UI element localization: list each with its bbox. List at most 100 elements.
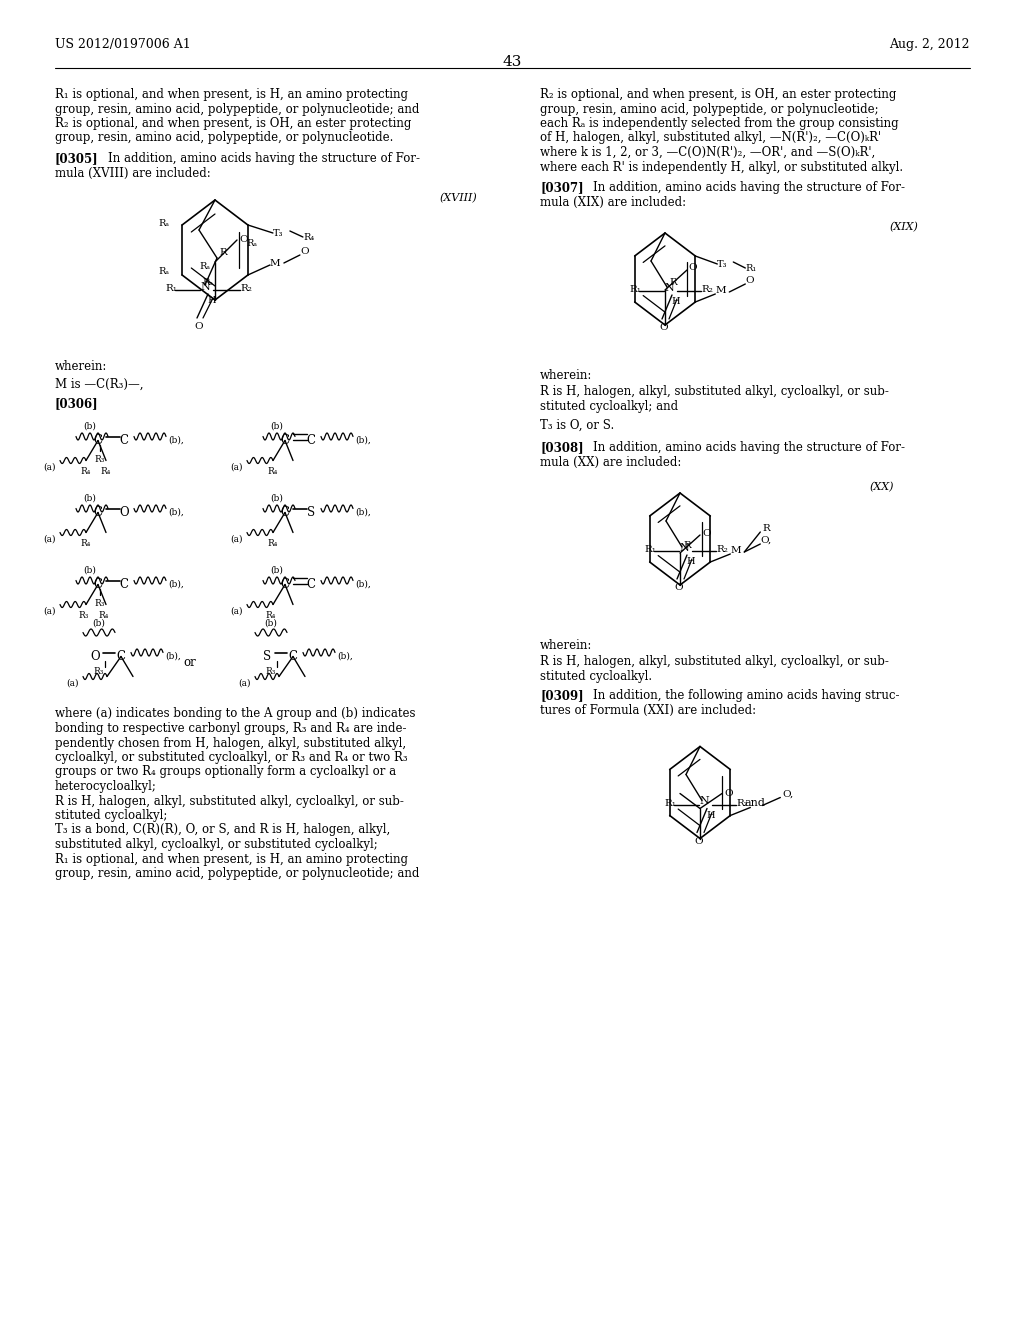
Text: (a): (a)	[67, 678, 79, 688]
Text: In addition, amino acids having the structure of For-: In addition, amino acids having the stru…	[593, 441, 905, 454]
Text: each Rₐ is independently selected from the group consisting: each Rₐ is independently selected from t…	[540, 117, 899, 129]
Text: R: R	[669, 279, 677, 286]
Text: (a): (a)	[43, 535, 56, 544]
Text: group, resin, amino acid, polypeptide, or polynucleotide; and: group, resin, amino acid, polypeptide, o…	[55, 103, 420, 116]
Text: mula (XIX) are included:: mula (XIX) are included:	[540, 195, 686, 209]
Text: [0309]: [0309]	[540, 689, 584, 702]
Text: wherein:: wherein:	[540, 370, 592, 381]
Text: O: O	[745, 276, 754, 285]
Text: R is H, halogen, alkyl, substituted alkyl, cycloalkyl, or sub-: R is H, halogen, alkyl, substituted alky…	[55, 795, 403, 808]
Text: mula (XVIII) are included:: mula (XVIII) are included:	[55, 166, 211, 180]
Text: O: O	[659, 323, 669, 333]
Text: stituted cycloalkyl.: stituted cycloalkyl.	[540, 671, 652, 682]
Text: C: C	[289, 649, 298, 663]
Text: M: M	[730, 546, 741, 554]
Text: group, resin, amino acid, polypeptide, or polynucleotide.: group, resin, amino acid, polypeptide, o…	[55, 132, 393, 144]
Text: (b): (b)	[84, 494, 96, 503]
Text: of H, halogen, alkyl, substituted alkyl, —N(R')₂, —C(O)ₖR': of H, halogen, alkyl, substituted alkyl,…	[540, 132, 881, 144]
Text: (a): (a)	[43, 606, 56, 615]
Text: [0308]: [0308]	[540, 441, 584, 454]
Text: C: C	[93, 506, 102, 519]
Text: (b): (b)	[92, 619, 105, 627]
Text: R₃: R₃	[266, 667, 276, 676]
Text: C: C	[93, 434, 102, 447]
Text: (b),: (b),	[337, 652, 352, 661]
Text: R₄: R₄	[268, 539, 279, 548]
Text: R₁: R₁	[165, 284, 177, 293]
Text: (b),: (b),	[168, 436, 183, 445]
Text: R₃: R₃	[95, 598, 105, 607]
Text: tures of Formula (XXI) are included:: tures of Formula (XXI) are included:	[540, 704, 756, 717]
Text: R₃: R₃	[79, 610, 89, 619]
Text: (b): (b)	[270, 494, 284, 503]
Text: O: O	[195, 322, 204, 331]
Text: (XIX): (XIX)	[890, 222, 919, 232]
Text: (a): (a)	[239, 678, 251, 688]
Text: R₂: R₂	[701, 285, 713, 294]
Text: (a): (a)	[43, 462, 56, 471]
Text: and: and	[744, 797, 765, 808]
Text: (a): (a)	[230, 606, 243, 615]
Text: substituted alkyl, cycloalkyl, or substituted cycloalkyl;: substituted alkyl, cycloalkyl, or substi…	[55, 838, 378, 851]
Text: R₂: R₂	[716, 545, 728, 554]
Text: C: C	[93, 578, 102, 591]
Text: where each R' is independently H, alkyl, or substituted alkyl.: where each R' is independently H, alkyl,…	[540, 161, 903, 173]
Text: O: O	[675, 583, 683, 591]
Text: O: O	[694, 837, 703, 846]
Text: S: S	[307, 506, 315, 519]
Text: R₃: R₃	[94, 667, 104, 676]
Text: R₂: R₂	[736, 799, 748, 808]
Text: (b),: (b),	[168, 579, 183, 589]
Text: (XVIII): (XVIII)	[440, 193, 478, 203]
Text: C: C	[120, 578, 128, 591]
Text: mula (XX) are included:: mula (XX) are included:	[540, 455, 681, 469]
Text: O: O	[724, 788, 732, 797]
Text: R₁: R₁	[629, 285, 641, 294]
Text: O: O	[119, 506, 129, 519]
Text: N: N	[664, 282, 674, 293]
Text: (b),: (b),	[355, 508, 371, 517]
Text: N: N	[200, 282, 210, 292]
Text: or: or	[183, 656, 196, 669]
Text: bonding to respective carbonyl groups, R₃ and R₄ are inde-: bonding to respective carbonyl groups, R…	[55, 722, 407, 735]
Text: R: R	[762, 524, 770, 533]
Text: pendently chosen from H, halogen, alkyl, substituted alkyl,: pendently chosen from H, halogen, alkyl,…	[55, 737, 407, 750]
Text: H: H	[686, 557, 694, 566]
Text: (b),: (b),	[165, 652, 181, 661]
Text: O: O	[239, 235, 248, 244]
Text: R is H, halogen, alkyl, substituted alkyl, cycloalkyl, or sub-: R is H, halogen, alkyl, substituted alky…	[540, 385, 889, 399]
Text: H: H	[706, 810, 715, 820]
Text: M is —C(R₃)—,: M is —C(R₃)—,	[55, 378, 143, 391]
Text: wherein:: wherein:	[540, 639, 592, 652]
Text: C: C	[281, 506, 290, 519]
Text: R₂ is optional, and when present, is OH, an ester protecting: R₂ is optional, and when present, is OH,…	[55, 117, 412, 129]
Text: (XX): (XX)	[870, 482, 895, 492]
Text: [0307]: [0307]	[540, 181, 584, 194]
Text: C: C	[120, 434, 128, 447]
Text: group, resin, amino acid, polypeptide, or polynucleotide;: group, resin, amino acid, polypeptide, o…	[540, 103, 879, 116]
Text: (b): (b)	[84, 421, 96, 430]
Text: US 2012/0197006 A1: US 2012/0197006 A1	[55, 38, 190, 51]
Text: M: M	[270, 259, 281, 268]
Text: Rₐ: Rₐ	[158, 219, 169, 228]
Text: (b): (b)	[270, 421, 284, 430]
Text: [0306]: [0306]	[55, 397, 98, 411]
Text: C: C	[281, 578, 290, 591]
Text: (b): (b)	[84, 565, 96, 574]
Text: (a): (a)	[230, 462, 243, 471]
Text: O,: O,	[782, 789, 794, 799]
Text: group, resin, amino acid, polypeptide, or polynucleotide; and: group, resin, amino acid, polypeptide, o…	[55, 867, 420, 880]
Text: Rₐ: Rₐ	[202, 279, 213, 286]
Text: T₃ is O, or S.: T₃ is O, or S.	[540, 418, 614, 432]
Text: R₄: R₄	[268, 466, 279, 475]
Text: R₁: R₁	[644, 545, 656, 554]
Text: 43: 43	[503, 55, 521, 69]
Text: N: N	[699, 796, 709, 807]
Text: H: H	[671, 297, 680, 306]
Text: heterocycloalkyl;: heterocycloalkyl;	[55, 780, 157, 793]
Text: R₁ is optional, and when present, is H, an amino protecting: R₁ is optional, and when present, is H, …	[55, 853, 408, 866]
Text: Rₐ: Rₐ	[200, 261, 211, 271]
Text: O: O	[688, 263, 696, 272]
Text: O,: O,	[760, 536, 771, 545]
Text: Rₐ: Rₐ	[158, 267, 169, 276]
